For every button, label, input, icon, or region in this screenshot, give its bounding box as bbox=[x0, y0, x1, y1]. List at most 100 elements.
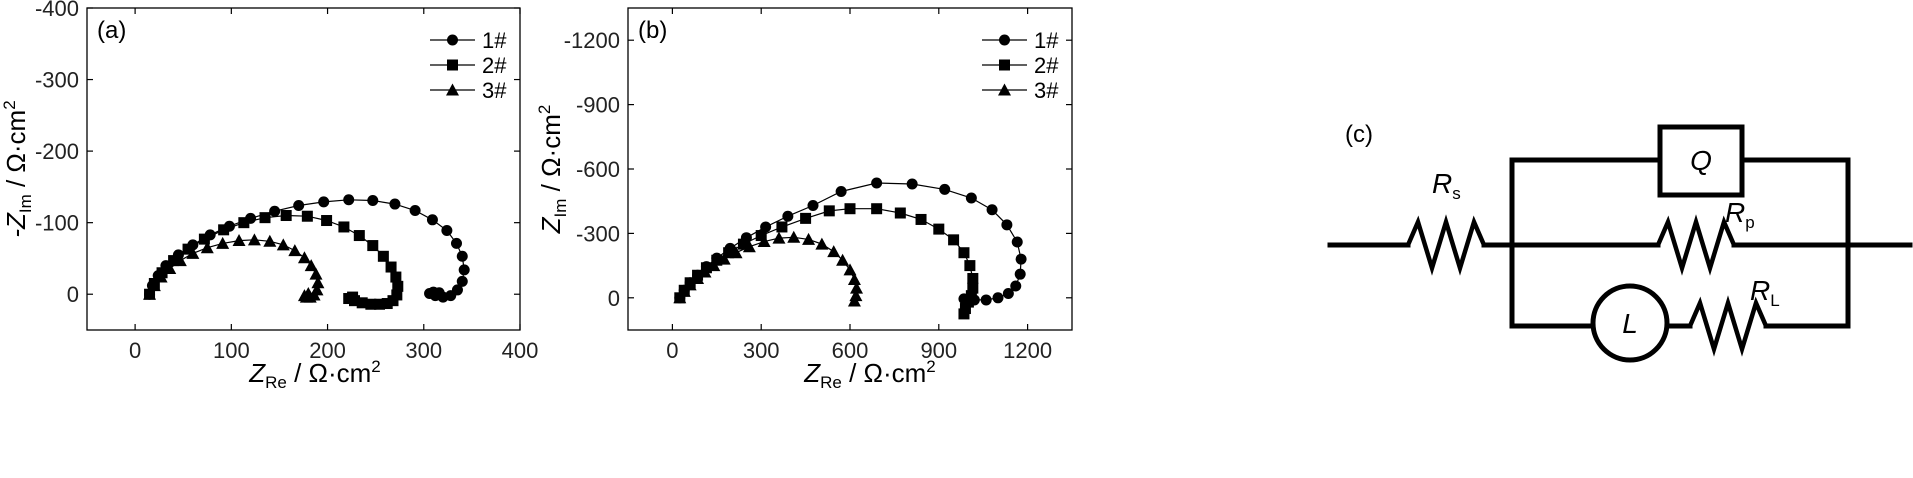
data-point bbox=[1001, 219, 1013, 231]
data-point bbox=[433, 287, 445, 299]
data-point bbox=[677, 284, 691, 297]
data-point bbox=[147, 279, 161, 292]
data-point bbox=[276, 238, 290, 251]
data-point bbox=[304, 259, 318, 272]
data-point bbox=[259, 212, 271, 224]
data-point bbox=[691, 271, 705, 284]
label-rl: RL bbox=[1750, 275, 1780, 310]
data-point bbox=[958, 247, 970, 259]
legend-marker bbox=[447, 59, 458, 71]
series-2# bbox=[674, 203, 979, 320]
data-point bbox=[163, 261, 177, 274]
label-rp-main: R bbox=[1725, 197, 1745, 228]
y-tick-label: 0 bbox=[608, 286, 620, 311]
data-point bbox=[986, 204, 998, 216]
data-point bbox=[232, 234, 246, 247]
y-tick-label: -100 bbox=[35, 211, 79, 236]
data-point bbox=[200, 241, 214, 254]
legend-entry: 1# bbox=[430, 28, 507, 53]
x-axis-label-sub: Re bbox=[820, 373, 842, 392]
data-point bbox=[441, 225, 453, 237]
x-tick-label: 0 bbox=[666, 338, 678, 363]
data-point bbox=[426, 214, 438, 226]
data-point bbox=[198, 233, 210, 245]
data-point bbox=[962, 296, 974, 308]
data-point bbox=[269, 205, 281, 217]
x-axis-label-sup: 2 bbox=[371, 357, 380, 376]
data-point bbox=[894, 207, 906, 219]
data-point bbox=[958, 308, 970, 320]
data-point bbox=[1010, 280, 1022, 292]
data-point bbox=[1015, 253, 1027, 265]
data-point bbox=[381, 298, 393, 310]
data-point bbox=[807, 199, 819, 211]
legend-marker bbox=[998, 83, 1011, 96]
legend-marker bbox=[446, 83, 459, 96]
y-axis-label-main: Z bbox=[536, 216, 566, 234]
resistor-rl bbox=[1687, 295, 1769, 357]
legend-label: 2# bbox=[1034, 53, 1059, 78]
x-tick-label: 1200 bbox=[1003, 338, 1052, 363]
data-point bbox=[238, 217, 250, 229]
inductor-l bbox=[1590, 283, 1670, 363]
data-point bbox=[392, 280, 404, 292]
data-point bbox=[683, 278, 697, 291]
data-point bbox=[980, 294, 992, 306]
data-point bbox=[247, 233, 261, 246]
data-point bbox=[356, 297, 368, 309]
data-point bbox=[933, 223, 945, 235]
x-tick-label: 200 bbox=[309, 338, 346, 363]
data-point bbox=[723, 247, 735, 259]
data-point bbox=[850, 281, 864, 294]
data-point bbox=[965, 192, 977, 204]
data-point bbox=[836, 253, 850, 266]
data-point bbox=[216, 236, 230, 249]
label-rs-sub: s bbox=[1452, 184, 1461, 203]
data-point bbox=[173, 254, 187, 267]
panel-label: (a) bbox=[97, 17, 126, 44]
data-point bbox=[343, 194, 355, 206]
data-point bbox=[409, 205, 421, 217]
data-point bbox=[711, 254, 723, 266]
legend-marker bbox=[999, 34, 1010, 46]
x-axis-label-unit: / Ω·cm bbox=[287, 358, 371, 388]
data-point bbox=[456, 275, 468, 287]
legend-entry: 2# bbox=[430, 53, 507, 78]
data-point bbox=[367, 194, 379, 206]
label-q: Q bbox=[1690, 145, 1712, 176]
data-point bbox=[967, 282, 979, 294]
legend-marker bbox=[447, 34, 458, 46]
x-tick-label: 900 bbox=[920, 338, 957, 363]
y-tick-label: -600 bbox=[576, 157, 620, 182]
data-point bbox=[729, 246, 743, 259]
element-q bbox=[1657, 124, 1745, 198]
legend-entry: 3# bbox=[982, 78, 1059, 103]
data-point bbox=[377, 250, 389, 262]
x-tick-label: 100 bbox=[213, 338, 250, 363]
label-rs-main: R bbox=[1432, 168, 1452, 199]
data-point bbox=[915, 213, 927, 225]
y-tick-label: -300 bbox=[35, 68, 79, 93]
x-axis-label-unit: / Ω·cm bbox=[842, 358, 926, 388]
plot-frame bbox=[86, 7, 521, 331]
chart-panel-a: 0 100 200 300 400 -400 -300 -200 -100 0 ZRe / Ω·cm… bbox=[0, 0, 538, 392]
data-point bbox=[301, 210, 313, 222]
x-tick-label: 300 bbox=[743, 338, 780, 363]
y-tick-label: -300 bbox=[576, 221, 620, 246]
series-3# bbox=[673, 230, 864, 307]
data-point bbox=[347, 291, 359, 303]
x-axis-label-sup: 2 bbox=[926, 357, 935, 376]
data-point bbox=[906, 178, 918, 190]
panel-label: (b) bbox=[638, 17, 667, 44]
label-rp-sub: p bbox=[1745, 213, 1754, 232]
legend-entry: 2# bbox=[982, 53, 1059, 78]
data-point bbox=[827, 245, 841, 258]
y-axis-label-sup: 2 bbox=[535, 105, 554, 114]
y-axis-label-sub: Im bbox=[551, 199, 570, 218]
label-rs: Rs bbox=[1432, 168, 1461, 203]
resistor-rs bbox=[1405, 214, 1487, 276]
data-point bbox=[182, 243, 194, 255]
resistor-rp bbox=[1655, 214, 1737, 276]
x-axis-label-main: Z bbox=[248, 358, 266, 388]
